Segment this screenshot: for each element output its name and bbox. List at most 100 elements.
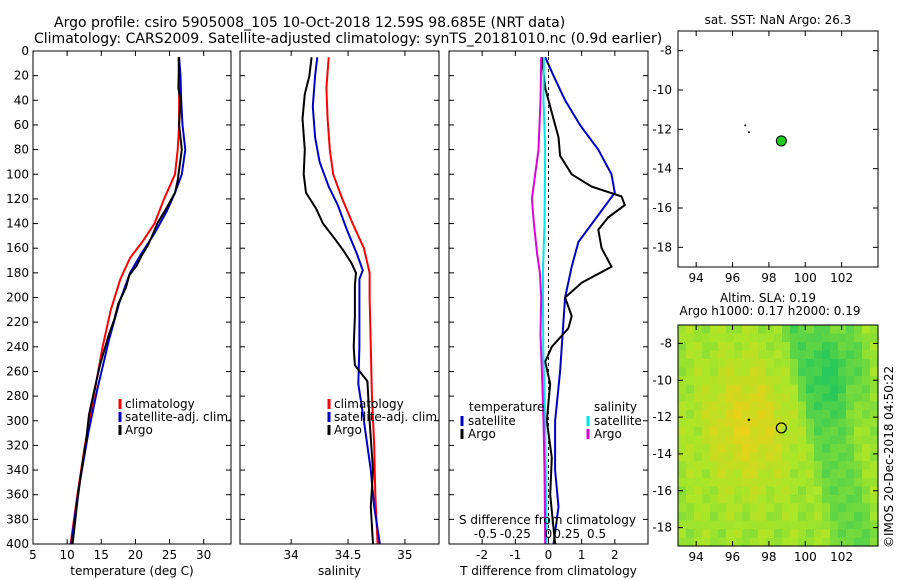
map2-cell	[734, 350, 743, 360]
temp-ytick-label: 20	[14, 69, 29, 83]
map2-cell	[814, 427, 823, 437]
map2-cell	[702, 461, 711, 471]
map2-cell	[766, 384, 775, 394]
map2-cell	[710, 333, 719, 343]
map2-cell	[710, 452, 719, 462]
map2-cell	[758, 410, 767, 420]
map2-cell	[766, 393, 775, 403]
map2-cell	[750, 393, 759, 403]
map2-cell	[854, 410, 863, 420]
map2-xtick-label: 94	[689, 550, 704, 564]
map2-cell	[694, 486, 703, 496]
map2-cell	[862, 495, 871, 505]
map2-cell	[702, 503, 711, 513]
map2-cell	[758, 503, 767, 513]
map2-cell	[774, 486, 783, 496]
map2-cell	[718, 384, 727, 394]
map2-cell	[838, 469, 847, 479]
map2-cell	[742, 469, 751, 479]
map2-cell	[870, 418, 879, 428]
map2-cell	[798, 418, 807, 428]
map2-cell	[846, 503, 855, 513]
map2-cell	[806, 537, 815, 547]
map2-cell	[838, 444, 847, 454]
map2-cell	[678, 537, 687, 547]
map2-cell	[798, 410, 807, 420]
map2-cell	[798, 427, 807, 437]
diff-line-s-satellite	[541, 57, 548, 545]
map2-cell	[790, 427, 799, 437]
map2-cell	[726, 495, 735, 505]
map2-cell	[742, 410, 751, 420]
map2-cell	[870, 520, 879, 530]
map2-cell	[742, 359, 751, 369]
map2-cell	[734, 520, 743, 530]
map2-cell	[814, 520, 823, 530]
map2-cell	[710, 401, 719, 411]
map2-cell	[854, 418, 863, 428]
map2-cell	[838, 478, 847, 488]
map2-cell	[838, 418, 847, 428]
map2-cell	[726, 469, 735, 479]
map2-cell	[750, 325, 759, 335]
map2-cell	[718, 478, 727, 488]
map2-cell	[830, 384, 839, 394]
sal-xlabel: salinity	[318, 564, 361, 578]
map2-cell	[742, 512, 751, 522]
map2-ytick-label: -12	[652, 410, 672, 424]
map2-cell	[694, 401, 703, 411]
map2-cell	[790, 384, 799, 394]
map2-cell	[718, 325, 727, 335]
map2-cell	[686, 461, 695, 471]
map2-cell	[870, 367, 879, 377]
map2-cell	[830, 393, 839, 403]
map2-cell	[838, 512, 847, 522]
map2-cell	[830, 410, 839, 420]
map2-cell	[806, 410, 815, 420]
temp-line-argo	[71, 57, 183, 545]
sal-legend-label: Argo	[334, 423, 362, 437]
map2-cell	[774, 393, 783, 403]
map2-cell	[774, 359, 783, 369]
map2-cell	[686, 333, 695, 343]
temp-ytick-label: 260	[6, 364, 29, 378]
map2-cell	[726, 410, 735, 420]
map2-cell	[774, 503, 783, 513]
map2-cell	[694, 410, 703, 420]
map2-cell	[782, 367, 791, 377]
map2-cell	[870, 537, 879, 547]
map1-xtick-label: 98	[761, 271, 776, 285]
map2-cell	[862, 444, 871, 454]
map2-cell	[774, 418, 783, 428]
map2-cell	[798, 520, 807, 530]
map2-cell	[686, 435, 695, 445]
map2-cell	[734, 512, 743, 522]
map2-cell	[822, 376, 831, 386]
map2-cell	[846, 410, 855, 420]
map2-cell	[750, 367, 759, 377]
map2-cell	[830, 427, 839, 437]
map2-cell	[694, 376, 703, 386]
map2-cell	[846, 444, 855, 454]
map2-cell	[766, 478, 775, 488]
map2-cell	[870, 503, 879, 513]
map2-cell	[710, 435, 719, 445]
map2-cell	[782, 444, 791, 454]
map2-cell	[766, 503, 775, 513]
temp-ytick-label: 160	[6, 241, 29, 255]
map2-cell	[798, 503, 807, 513]
map2-cell	[870, 359, 879, 369]
map2-cell	[758, 427, 767, 437]
map2-cell	[718, 418, 727, 428]
map2-cell	[726, 478, 735, 488]
map2-cell	[766, 444, 775, 454]
map1-xtick-label: 96	[725, 271, 740, 285]
map2-cell	[838, 393, 847, 403]
map2-cell	[870, 478, 879, 488]
map2-cell	[702, 435, 711, 445]
temp-ytick-label: 80	[14, 143, 29, 157]
map2-cell	[766, 529, 775, 539]
map2-cell	[782, 427, 791, 437]
map2-cell	[830, 452, 839, 462]
map2-cell	[822, 520, 831, 530]
